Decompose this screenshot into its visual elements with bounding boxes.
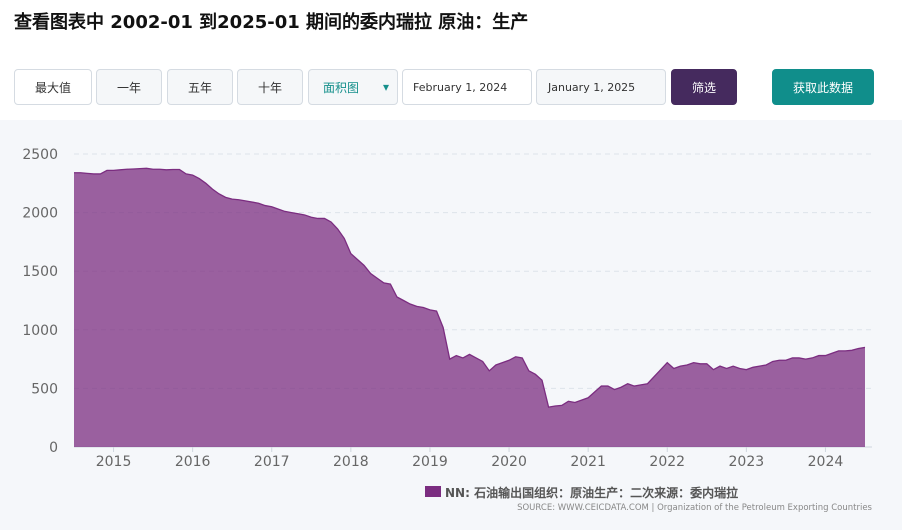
dropdown-arrow: ▾ [382,80,389,94]
chart-type: 面积图 [323,80,360,95]
range-button[interactable]: 十年 [237,69,303,105]
y-tick-label: 500 [31,381,58,397]
x-tick-label: 2017 [254,454,290,470]
x-tick-label: 2016 [175,454,211,470]
y-tick-label: 0 [49,440,58,456]
x-tick-label: 2018 [333,454,369,470]
x-tick-label: 2019 [412,454,448,470]
chart-type-select[interactable]: 面积图 ▾ [308,69,398,105]
legend-swatch [425,486,441,497]
range-button[interactable]: 一年 [96,69,162,105]
y-tick-label: 1000 [22,323,58,339]
x-tick-label: 2023 [729,454,765,470]
area-line [74,167,866,408]
legend-label: NN: 石油输出国组织：原油生产：二次来源：委内瑞拉 [445,485,738,500]
x-tick-label: 2021 [570,454,606,470]
x-tick-label: 2024 [808,454,844,470]
y-tick-label: 2000 [22,206,58,222]
y-tick-label: 1500 [22,264,58,280]
range-button[interactable]: 最大值 [14,69,92,105]
start-date[interactable]: February 1, 2024 [402,69,532,105]
range-button[interactable]: 五年 [167,69,233,105]
y-tick-label: 2500 [22,147,58,163]
area [74,168,865,447]
x-tick-label: 2015 [96,454,132,470]
source: SOURCE: WWW.CEICDATA.COM | Organization … [517,503,872,513]
x-tick-label: 2020 [491,454,527,470]
filter-button[interactable]: 筛选 [671,69,737,105]
chart: 0 500 1000 1500 2000 2500 2015 2016 2017 2018 2019… [0,120,902,530]
end-date[interactable]: January 1, 2025 [536,69,666,105]
page-title: 查看图表中 2002-01 到2025-01 期间的委内瑞拉 原油：生产 [14,12,529,33]
x-tick-label: 2022 [649,454,685,470]
get-data-button[interactable]: 获取此数据 [772,69,874,105]
